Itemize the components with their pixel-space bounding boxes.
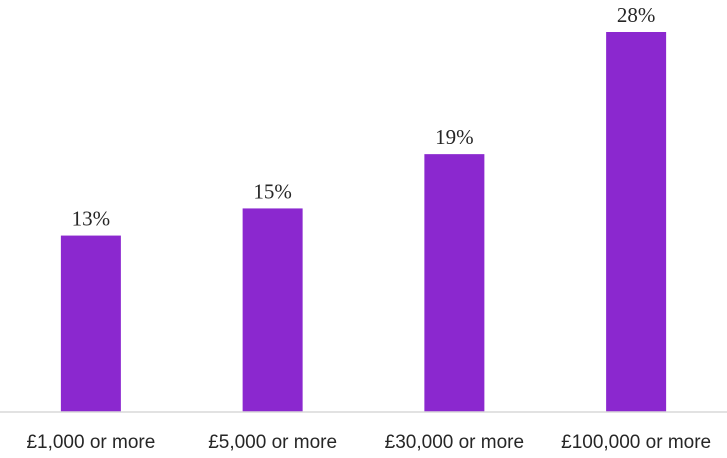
x-tick-label-4: £100,000 or more xyxy=(561,432,711,453)
data-labels-group: 13% 15% 19% 28% xyxy=(72,3,656,231)
bar-1 xyxy=(60,235,121,412)
data-label-2: 15% xyxy=(253,179,292,203)
bar-4 xyxy=(606,32,667,412)
bar-3 xyxy=(424,154,485,412)
data-label-4: 28% xyxy=(617,3,656,27)
x-tick-label-1: £1,000 or more xyxy=(26,432,155,453)
data-label-3: 19% xyxy=(435,125,474,149)
bars-group xyxy=(60,32,667,412)
x-tick-labels-group: £1,000 or more £5,000 or more £30,000 or m… xyxy=(26,432,711,453)
x-tick-label-3: £30,000 or more xyxy=(385,432,524,453)
bar-2 xyxy=(242,208,303,412)
data-label-1: 13% xyxy=(72,207,111,231)
x-tick-label-2: £5,000 or more xyxy=(208,432,337,453)
